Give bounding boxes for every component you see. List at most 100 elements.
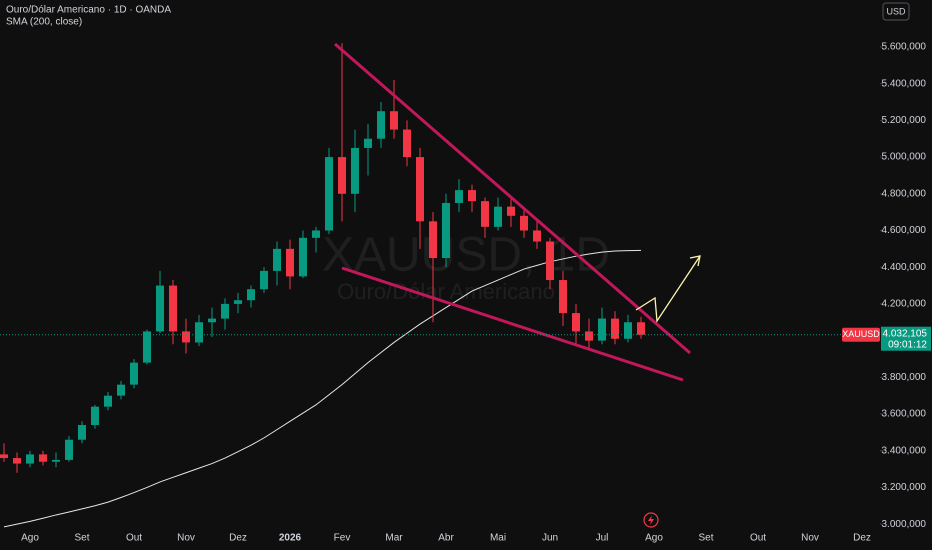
y-tick-label: 5.400,000 [882,78,927,89]
candle-body [195,322,203,343]
candle-body [286,248,294,277]
candle-body [156,285,164,332]
candle-body [624,322,632,339]
currency-button[interactable] [882,2,910,21]
candle-body [377,111,385,139]
candle-body [130,362,138,385]
countdown-label: 09:01:12 [888,339,927,350]
candle-body [143,331,151,363]
candle-body [468,190,476,202]
x-tick-label: Jul [596,533,609,544]
candle-body [65,439,73,460]
x-tick-label: Mai [490,533,506,544]
candle-body [247,289,255,301]
candle-body [39,454,47,462]
x-tick-label: Jun [542,533,558,544]
candle-body [481,201,489,227]
candle-body [351,147,359,194]
candle-body [364,138,372,148]
symbol-price-tag [842,327,880,342]
currency-label: USD [886,6,906,16]
symbol-title[interactable]: Ouro/Dólar Americano · 1D · OANDA [6,5,171,16]
y-tick-label: 4.800,000 [882,188,927,199]
last-price-label: 4.032,105 [883,328,928,339]
event-icon-bolt [648,515,654,525]
x-tick-label: Fev [334,533,351,544]
arrow-head [689,255,701,267]
watermark-name: Ouro/Dólar Americano [337,279,555,304]
x-tick-label: Dez [229,533,247,544]
candle-body [78,425,86,440]
candle-body [546,241,554,281]
plot-area [0,43,645,528]
candle-body [234,300,242,304]
y-tick-label: 3.200,000 [882,482,927,493]
y-tick-label: 4.600,000 [882,225,927,236]
candle-body [26,454,34,464]
candle-body [117,384,125,396]
x-tick-label: Out [750,533,766,544]
x-tick-label: Dez [853,533,871,544]
sma-line [3,249,642,528]
forecast-arrow [635,255,701,323]
x-tick-label: 2026 [279,533,302,544]
x-tick-label: Set [74,533,89,544]
x-tick-label: Nov [801,533,819,544]
trend-line-lower [341,266,684,382]
candle-body [312,230,320,238]
candle-body [585,331,593,341]
candle-body [221,303,229,319]
candle-body [494,206,502,227]
candle-body [208,318,216,323]
candle-body [104,395,112,407]
candle-body [325,157,333,231]
candle-body [416,157,424,222]
candle-body [520,215,528,231]
x-tick-label: Out [126,533,142,544]
candle-body [455,190,463,203]
candle-body [338,157,346,194]
x-tick-label: Ago [21,533,39,544]
symbol-price-tag-label: XAUUSD [842,329,880,339]
event-icon[interactable] [643,512,659,528]
candle-body [429,221,437,259]
candle-body [299,237,307,277]
candle-body [260,270,268,290]
y-tick-label: 4.400,000 [882,262,927,273]
y-tick-label: 3.800,000 [882,372,927,383]
y-tick-label: 3.400,000 [882,445,927,456]
x-tick-label: Mar [385,533,403,544]
candle-body [52,459,60,462]
candle-body [637,322,645,335]
candle-body [559,280,567,314]
candle-body [390,111,398,130]
candle-body [572,313,580,332]
candle-body [13,458,21,464]
candle-body [169,285,177,332]
y-tick-label: 5.200,000 [882,115,927,126]
candle-body [611,318,619,339]
x-tick-label: Nov [177,533,195,544]
candle-body [403,129,411,158]
y-tick-label: 3.600,000 [882,409,927,420]
last-price-tag [881,326,931,351]
candle-body [442,202,450,259]
indicator-legend[interactable]: SMA (200, close) [6,17,82,28]
y-tick-label: 4.200,000 [882,299,927,310]
x-tick-label: Ago [645,533,663,544]
candle-body [507,206,515,216]
candle-body [533,230,541,242]
candle-body [0,454,8,459]
candle-body [182,331,190,343]
y-tick-label: 5.000,000 [882,152,927,163]
candle-body [598,318,606,341]
watermark-symbol: XAUUSD, 1D [322,229,610,282]
y-tick-label: 5.600,000 [882,42,927,53]
trend-line-upper [334,42,691,355]
x-tick-label: Set [698,533,713,544]
candle-body [273,248,281,271]
x-tick-label: Abr [438,533,454,544]
y-tick-label: 3.000,000 [882,519,927,530]
